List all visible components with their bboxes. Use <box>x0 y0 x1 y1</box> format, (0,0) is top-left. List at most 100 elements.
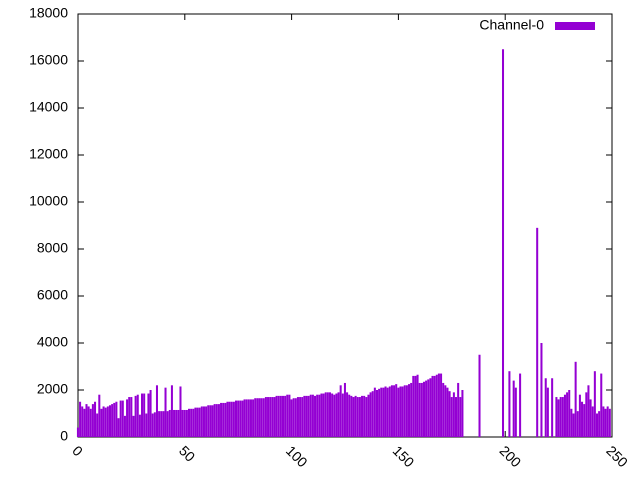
bar <box>512 380 515 437</box>
bar <box>425 380 428 437</box>
bar <box>307 395 310 437</box>
bar <box>296 397 299 437</box>
bar <box>85 404 88 437</box>
x-tick-label: 200 <box>496 442 524 470</box>
bar <box>211 405 214 437</box>
bar <box>309 394 312 437</box>
bar <box>141 393 144 437</box>
bar <box>328 392 332 437</box>
bar <box>429 378 432 437</box>
bar <box>160 411 163 437</box>
bar <box>94 401 97 437</box>
bar <box>245 399 248 437</box>
bar <box>132 415 135 437</box>
bar <box>414 375 417 437</box>
bar <box>585 392 588 437</box>
y-tick-label: 2000 <box>37 381 68 397</box>
bar <box>373 387 376 437</box>
bar <box>478 354 481 437</box>
bar <box>393 385 396 437</box>
bar <box>555 397 558 437</box>
bar <box>222 402 225 437</box>
bar <box>589 399 592 437</box>
bar <box>271 397 274 437</box>
bar <box>583 404 586 437</box>
bar <box>382 387 385 437</box>
bar <box>337 392 340 437</box>
bar <box>281 395 285 437</box>
y-tick-label: 0 <box>60 428 68 444</box>
bar <box>343 382 346 437</box>
bar <box>207 405 210 437</box>
bar <box>352 397 355 437</box>
bar <box>501 49 505 437</box>
bar <box>230 401 233 437</box>
bar <box>209 405 212 437</box>
bar <box>267 397 270 437</box>
y-tick-label: 16000 <box>29 52 68 68</box>
bar <box>301 397 304 437</box>
bar <box>277 395 280 437</box>
bar <box>162 411 165 437</box>
bar <box>303 395 306 437</box>
bar <box>155 385 158 437</box>
bar <box>185 409 188 437</box>
bar <box>113 402 116 437</box>
bar <box>292 398 295 437</box>
bar <box>232 401 235 437</box>
bar <box>305 395 308 437</box>
bar <box>258 398 261 437</box>
bar <box>452 392 455 437</box>
bar <box>143 393 146 437</box>
bar <box>220 402 223 437</box>
bar <box>397 387 400 437</box>
bar <box>288 394 291 437</box>
bar <box>98 394 101 437</box>
bar <box>153 412 156 437</box>
bar <box>335 393 338 437</box>
bar <box>260 398 263 437</box>
x-tick-label: 50 <box>176 442 198 464</box>
bar <box>205 406 208 437</box>
bar <box>102 406 105 437</box>
bar <box>130 397 133 437</box>
bar <box>273 397 276 437</box>
bar <box>606 406 609 437</box>
bar <box>138 414 141 437</box>
bar <box>339 385 342 437</box>
y-tick-label: 10000 <box>29 193 68 209</box>
bar <box>446 387 449 437</box>
x-tick-label: 0 <box>69 442 86 459</box>
bar <box>435 374 438 437</box>
bar <box>514 387 517 437</box>
bar <box>540 343 543 437</box>
bar <box>158 411 161 437</box>
bar <box>536 227 539 437</box>
legend-label: Channel-0 <box>479 17 544 33</box>
bar <box>384 386 387 437</box>
bar <box>365 397 368 437</box>
bar <box>320 393 323 437</box>
bar <box>354 395 357 437</box>
bar <box>81 406 84 437</box>
bar <box>574 361 577 437</box>
bar <box>134 395 137 437</box>
bar <box>450 397 453 437</box>
bar <box>96 413 99 437</box>
bar <box>380 387 383 437</box>
x-tick-label: 100 <box>283 442 311 470</box>
bar <box>128 397 131 437</box>
bar <box>324 392 327 437</box>
bar <box>405 385 408 437</box>
bar <box>126 399 129 437</box>
bar <box>316 394 319 437</box>
bar <box>410 382 413 437</box>
bar <box>358 397 361 437</box>
bar <box>166 411 169 437</box>
plot-frame <box>77 13 613 438</box>
bar <box>322 393 325 437</box>
bar <box>369 392 372 437</box>
bar <box>326 392 329 437</box>
bar <box>557 399 560 437</box>
